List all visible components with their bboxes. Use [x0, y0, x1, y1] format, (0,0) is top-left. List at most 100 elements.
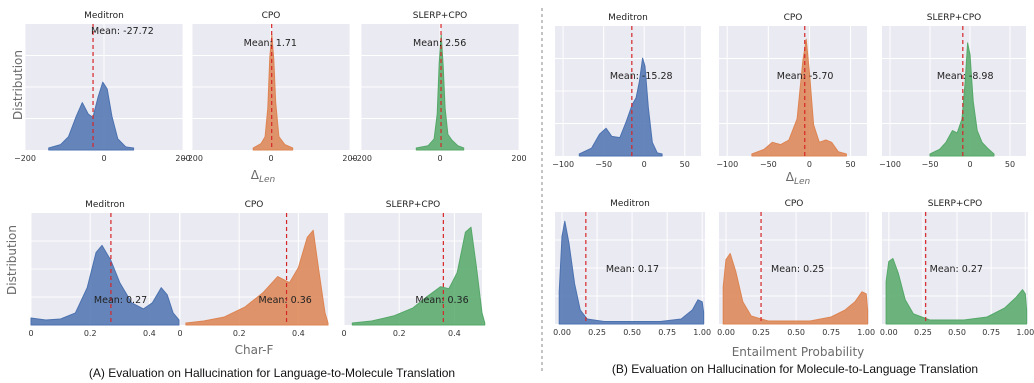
mean-label-tr-meditron: Mean: -15.28 — [610, 71, 673, 82]
tick-label-tr-cpo: −50 — [760, 160, 777, 169]
tick-label-bl-meditron: 0 — [28, 329, 33, 338]
density-area-bl-cpo — [185, 229, 329, 326]
tick-label-tr-meditron: 50 — [680, 160, 690, 169]
panel-title-bl-cpo: CPO — [245, 200, 264, 210]
caption-left: (A) Evaluation on Hallucination for Lang… — [89, 366, 455, 380]
tick-label-tl-slerp-cpo: 200 — [511, 154, 526, 163]
density-area-tr-meditron — [578, 57, 663, 157]
tick-label-br-meditron: 0.75 — [658, 328, 676, 337]
mean-label-bl-slerp-cpo: Mean: 0.36 — [415, 295, 468, 306]
panel-bl-meditron: Mean: 0.27 Meditron 0 0.2 0.4 — [28, 200, 180, 338]
tick-label-br-cpo: 0.50 — [787, 328, 805, 337]
tick-label-br-slerp-cpo: 0.75 — [982, 328, 1000, 337]
xlabel-bottom-left: Char-F — [235, 343, 274, 357]
tick-label-bl-meditron: 0.2 — [84, 329, 97, 338]
tick-label-bl-cpo: 0 — [177, 329, 182, 338]
tick-label-bl-cpo: 0.2 — [233, 329, 246, 338]
density-area-br-meditron — [558, 220, 705, 325]
tick-label-tr-cpo: 50 — [845, 160, 855, 169]
panel-title-br-slerp-cpo: SLERP+CPO — [928, 199, 982, 209]
tick-label-tr-meditron: 0 — [642, 160, 647, 169]
panel-br-meditron: Mean: 0.17 Meditron 0.00 0.25 0.50 0.75 1.00 — [553, 199, 711, 337]
panel-tr-meditron: Mean: -15.28 Meditron −100 −50 0 50 — [552, 13, 701, 169]
xlabel-top-left: ΔLen — [251, 168, 276, 185]
mean-label-bl-meditron: Mean: 0.27 — [94, 295, 147, 306]
tick-label-tr-cpo: −100 — [716, 160, 738, 169]
tick-label-br-cpo: 0.75 — [822, 328, 840, 337]
tick-label-bl-cpo: 0.4 — [292, 329, 305, 338]
panel-title-br-meditron: Meditron — [610, 199, 650, 209]
panel-title-tl-meditron: Meditron — [84, 11, 124, 21]
panel-br-slerp-cpo: Mean: 0.27 SLERP+CPO 0.00 0.25 0.50 0.75 1.00 — [880, 199, 1034, 337]
tick-label-bl-slerp-cpo: 0.2 — [393, 329, 406, 338]
panel-bl-cpo: Mean: 0.36 CPO 0 0.2 0.4 — [177, 200, 329, 338]
tick-label-br-meditron: 0.50 — [623, 328, 641, 337]
mean-label-bl-cpo: Mean: 0.36 — [259, 295, 312, 306]
ylabel-bottom-left: Distribution — [5, 225, 19, 295]
panel-tl-cpo: Mean: 1.71 CPO −200 0 200 — [181, 11, 358, 163]
tick-label-br-meditron: 1.00 — [693, 328, 711, 337]
tick-label-tl-cpo: −200 — [181, 154, 203, 163]
tick-label-tl-slerp-cpo: −200 — [350, 154, 372, 163]
tick-label-br-slerp-cpo: 0.50 — [948, 328, 966, 337]
density-area-bl-meditron — [30, 244, 180, 326]
tick-label-br-meditron: 0.25 — [588, 328, 606, 337]
tick-label-bl-meditron: 0.4 — [143, 329, 156, 338]
density-area-br-slerp-cpo — [885, 258, 1028, 325]
panel-title-tl-cpo: CPO — [262, 11, 281, 21]
tick-label-tr-slerp-cpo: −50 — [922, 160, 939, 169]
mean-label-br-slerp-cpo: Mean: 0.27 — [930, 264, 983, 275]
xlabel-top-right: ΔLen — [786, 170, 811, 187]
panel-tr-cpo: Mean: -5.70 CPO −100 −50 0 50 — [716, 13, 867, 169]
tick-label-tr-slerp-cpo: 0 — [967, 160, 972, 169]
tick-label-tl-meditron: 200 — [175, 154, 190, 163]
panel-bl-slerp-cpo: Mean: 0.36 SLERP+CPO 0 0.2 0.4 — [341, 200, 486, 338]
tick-label-tr-meditron: −100 — [552, 160, 574, 169]
panel-tl-slerp-cpo: Mean: 2.56 SLERP+CPO −200 0 200 — [350, 11, 527, 163]
tick-label-tl-meditron: −200 — [14, 154, 36, 163]
tick-label-bl-slerp-cpo: 0 — [341, 329, 346, 338]
tick-label-tl-slerp-cpo: 0 — [437, 154, 442, 163]
panel-title-bl-slerp-cpo: SLERP+CPO — [386, 200, 440, 210]
density-area-tr-slerp-cpo — [929, 42, 995, 157]
mean-label-br-cpo: Mean: 0.25 — [771, 264, 824, 275]
panel-title-tr-meditron: Meditron — [608, 13, 648, 23]
mean-label-tl-cpo: Mean: 1.71 — [244, 38, 297, 49]
tick-label-br-cpo: 0.25 — [752, 328, 770, 337]
mean-label-tr-slerp-cpo: Mean: -8.98 — [937, 71, 994, 82]
mean-label-tl-meditron: Mean: -27.72 — [91, 26, 154, 37]
tick-label-br-cpo: 0.00 — [717, 328, 735, 337]
caption-right: (B) Evaluation on Hallucination for Mole… — [612, 362, 978, 376]
tick-label-br-cpo: 1.00 — [857, 328, 875, 337]
tick-label-bl-slerp-cpo: 0.4 — [448, 329, 461, 338]
tick-label-br-slerp-cpo: 0.00 — [880, 328, 898, 337]
tick-label-tr-meditron: −50 — [595, 160, 612, 169]
density-area-tl-cpo — [252, 34, 294, 151]
tick-label-tl-cpo: 0 — [268, 154, 273, 163]
panel-title-br-cpo: CPO — [785, 199, 804, 209]
panel-title-tr-cpo: CPO — [784, 13, 803, 23]
panel-br-cpo: Mean: 0.25 CPO 0.00 0.25 0.50 0.75 1.00 — [717, 199, 875, 337]
tick-label-br-slerp-cpo: 1.00 — [1016, 328, 1034, 337]
panel-title-tl-slerp-cpo: SLERP+CPO — [413, 11, 467, 21]
tick-label-br-meditron: 0.00 — [553, 328, 571, 337]
panel-title-tr-slerp-cpo: SLERP+CPO — [927, 13, 981, 23]
plots-group: Mean: -27.72 Meditron −200 0 200 Mean: 1.71 CP… — [14, 11, 1034, 338]
xlabel-bottom-right: Entailment Probability — [732, 345, 865, 359]
tick-label-br-slerp-cpo: 0.25 — [914, 328, 932, 337]
density-area-tl-meditron — [48, 81, 135, 151]
tick-label-tr-slerp-cpo: 50 — [1005, 160, 1015, 169]
density-area-bl-slerp-cpo — [351, 226, 486, 326]
density-area-tr-cpo — [751, 38, 847, 157]
tick-label-tr-slerp-cpo: −100 — [879, 160, 901, 169]
density-area-tl-slerp-cpo — [415, 34, 465, 151]
ylabel-top-left: Distribution — [11, 50, 25, 120]
panel-title-bl-meditron: Meditron — [85, 200, 125, 210]
mean-label-tr-cpo: Mean: -5.70 — [777, 71, 834, 82]
panel-tr-slerp-cpo: Mean: -8.98 SLERP+CPO −100 −50 0 50 — [879, 13, 1026, 169]
tick-label-tr-cpo: 0 — [807, 160, 812, 169]
mean-label-tl-slerp-cpo: Mean: 2.56 — [413, 38, 466, 49]
tick-label-tl-cpo: 200 — [342, 154, 357, 163]
mean-label-br-meditron: Mean: 0.17 — [606, 264, 659, 275]
panel-tl-meditron: Mean: -27.72 Meditron −200 0 200 — [14, 11, 191, 163]
